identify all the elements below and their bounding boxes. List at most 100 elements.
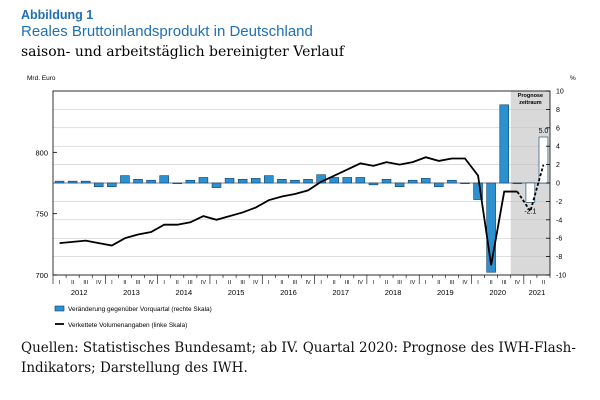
quarter-label: III [345,280,350,286]
quarter-label: IV [253,280,259,286]
quarter-label: II [490,280,494,286]
left-tick-label: 800 [35,148,48,157]
quarter-label: IV [305,280,311,286]
bar-mark [54,180,65,184]
bar-mark [277,179,287,184]
year-label: 2020 [489,288,506,297]
quarter-label: I [320,280,322,286]
quarter-label: I [216,280,218,286]
bar-mark [355,177,366,184]
forecast-label: zeitraum [519,100,542,106]
year-label: 2021 [529,288,546,297]
quarter-label: IV [515,280,521,286]
right-tick-label: -6 [556,236,562,243]
right-tick-label: -2 [556,199,562,206]
bar-mark [342,177,353,184]
right-axis-unit: % [570,75,576,82]
bar-mark [368,182,379,186]
bar-mark [237,179,248,184]
right-tick-label: -8 [556,254,562,261]
quarter-label: IV [201,280,207,286]
legend-label-line: Verkettete Volumenangaben (linke Skala) [68,322,187,329]
quarter-label: II [280,280,284,286]
quarter-label: III [240,280,245,286]
quarter-label: IV [358,280,364,286]
quarter-label: I [59,280,61,286]
bar-mark [421,178,431,184]
quarter-label: II [228,280,232,286]
chart-title: Reales Bruttoinlandsprodukt in Deutschla… [21,23,313,40]
year-label: 2013 [123,288,140,297]
right-tick-label: 0 [556,181,560,188]
bar-mark [329,177,339,184]
bar-mark [303,179,313,184]
quarter-label: II [333,280,337,286]
volume-line-forecast [516,164,545,214]
quarter-label: I [425,280,427,286]
bar-mark [172,182,182,184]
quarter-label: I [111,280,113,286]
year-label: 2016 [280,288,297,297]
quarter-label: III [136,280,141,286]
quarter-label: II [385,280,389,286]
year-label: 2015 [228,288,245,297]
bar-mark [538,136,549,184]
right-tick-label: 6 [556,125,560,132]
right-tick-label: 4 [556,144,560,151]
quarter-label: II [123,280,127,286]
bar-mark [447,179,457,184]
bar-mark [512,182,523,184]
quarter-label: I [373,280,375,286]
chart-subtitle: saison- und arbeitstäglich bereinigter V… [21,44,345,60]
bar-mark [120,175,130,184]
bar-mark [434,182,444,187]
quarter-label: I [163,280,165,286]
left-tick-label: 750 [35,210,48,219]
bar-mark [146,179,156,184]
volume-line [59,156,518,266]
year-label: 2014 [175,288,192,297]
quarter-label: I [477,280,479,286]
quarter-label: III [188,280,193,286]
legend-label-bars: Veränderung gegenüber Vorquartal (rechte… [68,306,212,313]
year-label: 2019 [437,288,454,297]
bar-mark [67,180,78,184]
left-axis-unit: Mrd. Euro [27,75,56,82]
bar-mark [290,179,300,184]
quarter-label: IV [148,280,154,286]
bar-value-label: 5.0 [539,128,549,135]
right-tick-label: -10 [556,273,566,280]
quarter-label: IV [96,280,102,286]
source-note: Quellen: Statistisches Bundesamt; ab IV.… [21,340,576,376]
year-label: 2018 [385,288,402,297]
bar-mark [159,175,169,184]
quarter-label: II [71,280,75,286]
bar-mark [473,182,483,200]
bar-value-label: -2.1 [524,208,536,215]
quarter-label: III [397,280,402,286]
bar-mark [381,179,392,184]
legend-swatch-bars [54,305,65,312]
right-tick-label: 8 [556,107,560,114]
bar-mark [224,178,235,184]
right-tick-label: 2 [556,162,560,169]
bar-mark [211,182,222,188]
bar-mark [264,175,274,184]
bar-mark [486,182,496,273]
bar-mark [80,180,91,184]
bar-mark [94,182,104,187]
quarter-label: IV [462,280,468,286]
quarter-label: II [542,280,546,286]
bar-mark [394,182,405,187]
quarter-label: III [502,280,507,286]
bar-mark [250,178,261,184]
bar-mark [407,179,418,184]
year-label: 2012 [71,288,88,297]
bar-mark [460,182,470,184]
figure-label: Abbildung 1 [21,8,94,22]
quarter-label: III [450,280,455,286]
bar-mark [499,104,509,184]
bar-mark [198,177,209,184]
right-tick-label: 10 [556,89,564,96]
